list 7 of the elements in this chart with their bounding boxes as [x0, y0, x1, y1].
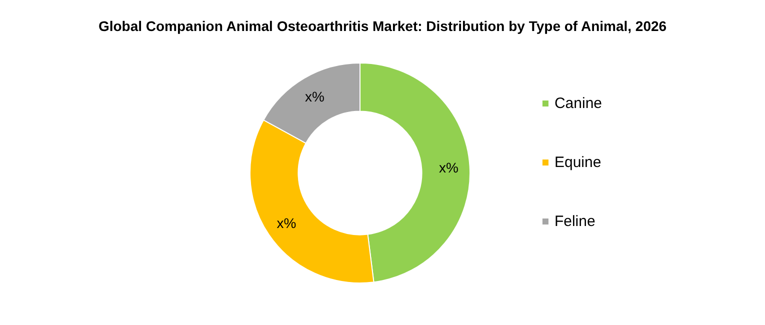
legend-label: Equine: [554, 154, 602, 171]
legend-label: Canine: [554, 95, 602, 112]
legend-label: Feline: [554, 213, 596, 230]
chart-title: Global Companion Animal Osteoarthritis Market: Distribution by Type of Animal, 2026: [98, 18, 667, 34]
data-label: x%: [276, 214, 296, 231]
data-label: x%: [305, 88, 324, 104]
data-label: x%: [439, 159, 458, 176]
